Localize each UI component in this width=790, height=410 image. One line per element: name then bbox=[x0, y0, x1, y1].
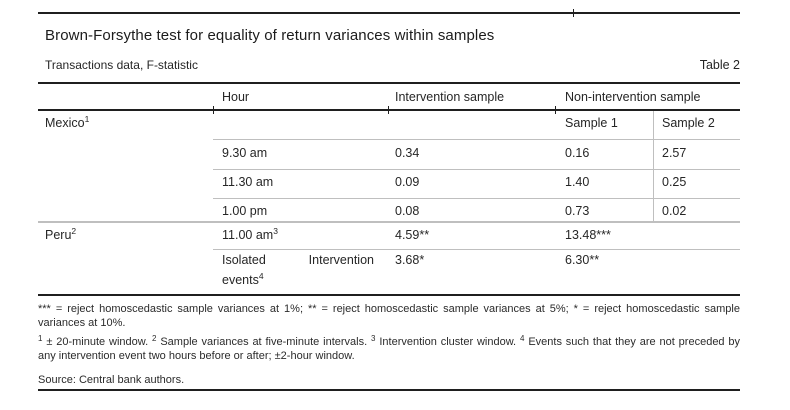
cell-intervention: 0.09 bbox=[395, 175, 420, 189]
cell-hour-line1: Isolated Intervention bbox=[222, 253, 374, 267]
header-bottom-rule bbox=[38, 109, 740, 111]
row-rule bbox=[213, 249, 740, 250]
row-rule bbox=[213, 198, 740, 199]
cell-sample1: 1.40 bbox=[565, 175, 590, 189]
group-separator-rule bbox=[38, 221, 740, 223]
hour-word: events bbox=[222, 273, 259, 287]
cell-hour: 9.30 am bbox=[222, 146, 268, 160]
cell-intervention: 3.68* bbox=[395, 253, 425, 267]
table-subtitle: Transactions data, F-statistic bbox=[45, 58, 198, 72]
footnote-text: Events such that they are not preceded b… bbox=[38, 336, 741, 362]
table-number: Table 2 bbox=[699, 58, 740, 72]
subheader-sample1: Sample 1 bbox=[565, 116, 618, 130]
row-rule bbox=[213, 169, 740, 170]
column-tick bbox=[573, 9, 574, 17]
footnote-marker: 2 bbox=[71, 226, 77, 236]
footnote-marker: 3 bbox=[371, 334, 376, 343]
table-bottom-rule bbox=[38, 294, 740, 296]
footnote-marker: 1 bbox=[38, 334, 43, 343]
footnote-marker: 1 bbox=[84, 114, 90, 124]
cell-sample2: 0.25 bbox=[662, 175, 687, 189]
footnote-significance: *** = reject homoscedastic sample varian… bbox=[38, 303, 740, 329]
footnote-marker: 4 bbox=[519, 334, 525, 343]
cell-hour: 11.30 am bbox=[222, 175, 274, 189]
footnote-text: ± 20-minute window. bbox=[46, 336, 149, 348]
cell-hour: 1.00 pm bbox=[222, 204, 268, 218]
footnote-marker: 2 bbox=[152, 334, 157, 343]
group-label-peru: Peru2 bbox=[45, 226, 77, 242]
page-title: Brown-Forsythe test for equality of retu… bbox=[45, 27, 495, 44]
column-header-non-intervention-sample: Non-intervention sample bbox=[565, 90, 701, 104]
footnote-text: Intervention cluster window. bbox=[379, 336, 517, 348]
cell-sample1: 6.30** bbox=[565, 253, 600, 267]
cell-sample2: 0.02 bbox=[662, 204, 687, 218]
sample-column-divider bbox=[653, 111, 654, 221]
column-header-hour: Hour bbox=[222, 90, 250, 104]
group-label-text: Peru bbox=[45, 228, 72, 242]
column-tick bbox=[555, 106, 556, 114]
page-bottom-rule bbox=[38, 389, 740, 391]
cell-hour-line2: events4 bbox=[222, 271, 264, 287]
hour-word: Isolated bbox=[222, 253, 266, 267]
cell-sample1: 0.73 bbox=[565, 204, 590, 218]
subheader-sample2: Sample 2 bbox=[662, 116, 715, 130]
hour-word: Intervention bbox=[308, 253, 374, 267]
cell-intervention: 4.59** bbox=[395, 228, 430, 242]
row-rule bbox=[213, 139, 740, 140]
cell-hour: 11.00 am3 bbox=[222, 226, 278, 242]
footnote-marker: 3 bbox=[273, 226, 278, 236]
column-tick bbox=[213, 106, 214, 114]
cell-sample1: 0.16 bbox=[565, 146, 590, 160]
footnote-text: Sample variances at five-minute interval… bbox=[160, 336, 368, 348]
group-label-text: Mexico bbox=[45, 116, 85, 130]
hour-text: 11.00 am bbox=[222, 228, 274, 242]
group-label-mexico: Mexico1 bbox=[45, 114, 90, 130]
cell-sample2: 2.57 bbox=[662, 146, 687, 160]
footnote-definitions: 1 ± 20-minute window. 2 Sample variances… bbox=[38, 335, 740, 363]
cell-sample1: 13.48*** bbox=[565, 228, 611, 242]
column-tick bbox=[388, 106, 389, 114]
column-header-intervention-sample: Intervention sample bbox=[395, 90, 505, 104]
header-top-rule bbox=[38, 82, 740, 84]
table-top-rule bbox=[38, 12, 740, 14]
cell-intervention: 0.34 bbox=[395, 146, 420, 160]
source-note: Source: Central bank authors. bbox=[38, 374, 185, 386]
cell-intervention: 0.08 bbox=[395, 204, 420, 218]
footnote-marker: 4 bbox=[258, 271, 264, 281]
